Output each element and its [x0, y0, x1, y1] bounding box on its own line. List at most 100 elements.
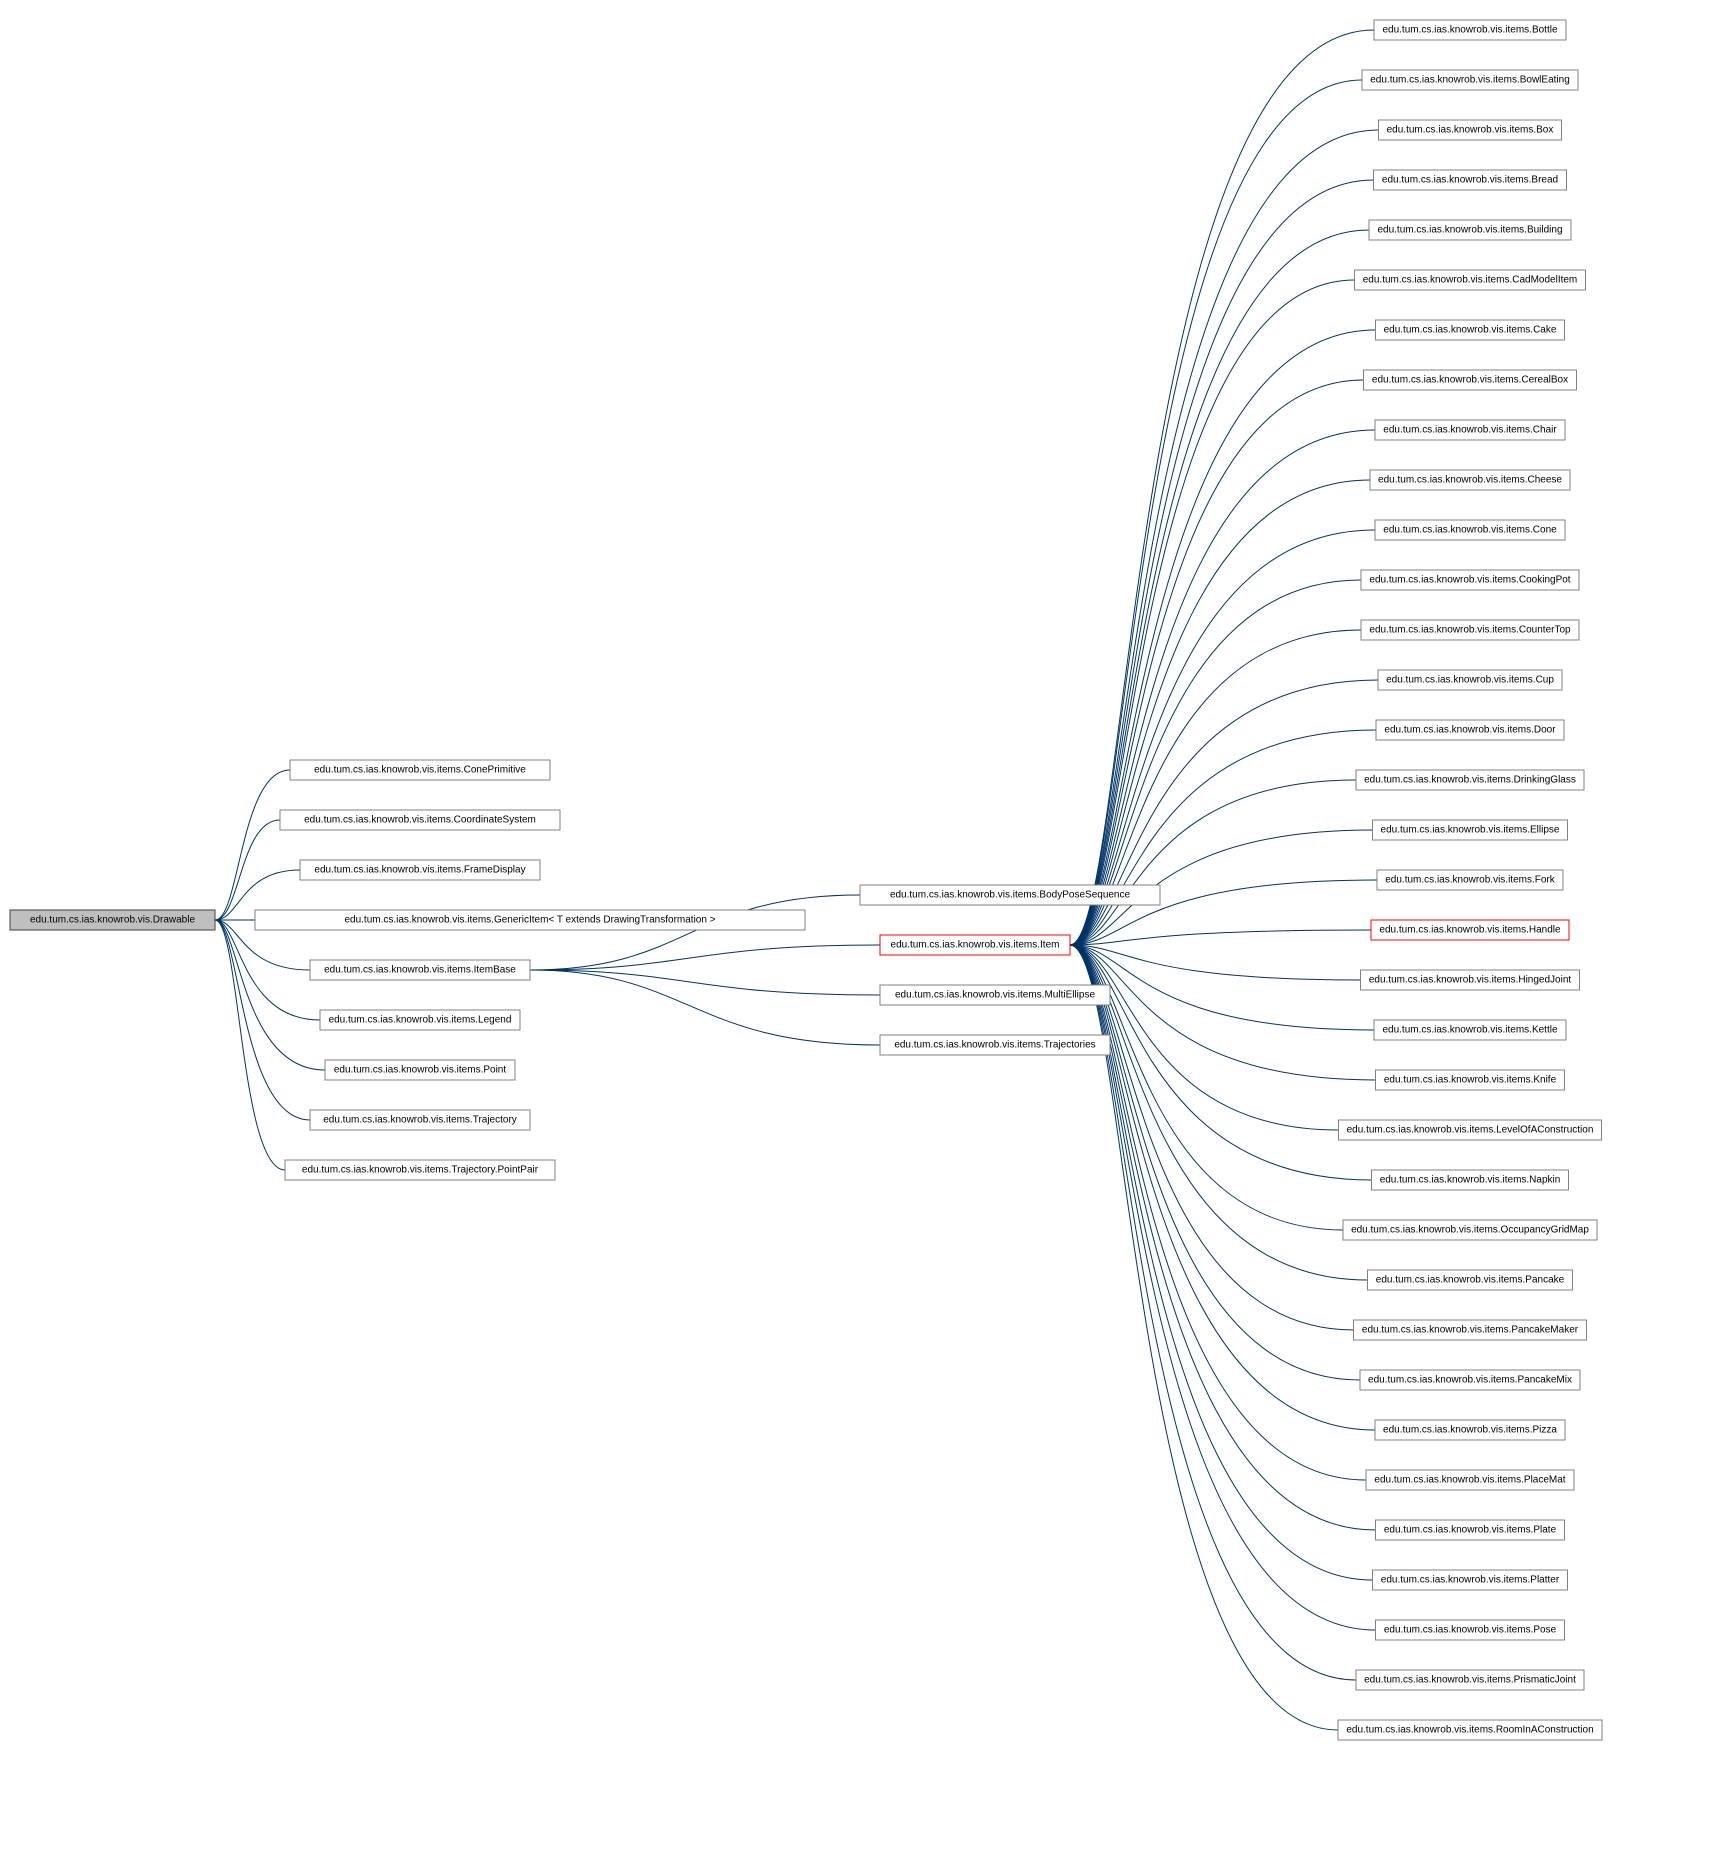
node-label: edu.tum.cs.ias.knowrob.vis.items.Pose — [1384, 1625, 1557, 1636]
node-label: edu.tum.cs.ias.knowrob.vis.items.Bottle — [1382, 25, 1558, 36]
node-pancakemkr[interactable]: edu.tum.cs.ias.knowrob.vis.items.Pancake… — [1354, 1320, 1587, 1340]
edge — [1070, 330, 1376, 945]
edge — [1070, 945, 1354, 1330]
node-generic[interactable]: edu.tum.cs.ias.knowrob.vis.items.Generic… — [255, 910, 805, 930]
node-label: edu.tum.cs.ias.knowrob.vis.items.Prismat… — [1364, 1675, 1576, 1686]
node-frame_disp[interactable]: edu.tum.cs.ias.knowrob.vis.items.FrameDi… — [300, 860, 540, 880]
node-root[interactable]: edu.tum.cs.ias.knowrob.vis.Drawable — [10, 910, 215, 930]
edge — [1070, 80, 1362, 945]
node-plate[interactable]: edu.tum.cs.ias.knowrob.vis.items.Plate — [1376, 1520, 1565, 1540]
edge — [530, 895, 860, 970]
node-fork[interactable]: edu.tum.cs.ias.knowrob.vis.items.Fork — [1377, 870, 1563, 890]
node-label: edu.tum.cs.ias.knowrob.vis.items.Buildin… — [1377, 225, 1562, 236]
node-building[interactable]: edu.tum.cs.ias.knowrob.vis.items.Buildin… — [1369, 220, 1571, 240]
edge — [215, 820, 280, 920]
node-label: edu.tum.cs.ias.knowrob.vis.items.Kettle — [1382, 1025, 1558, 1036]
node-point[interactable]: edu.tum.cs.ias.knowrob.vis.items.Point — [325, 1060, 515, 1080]
node-label: edu.tum.cs.ias.knowrob.vis.items.Point — [334, 1065, 507, 1076]
edge — [530, 945, 880, 970]
node-cone_prim[interactable]: edu.tum.cs.ias.knowrob.vis.items.ConePri… — [290, 760, 550, 780]
node-countertop[interactable]: edu.tum.cs.ias.knowrob.vis.items.Counter… — [1361, 620, 1579, 640]
node-pizza[interactable]: edu.tum.cs.ias.knowrob.vis.items.Pizza — [1375, 1420, 1565, 1440]
edge — [1070, 945, 1361, 980]
node-napkin[interactable]: edu.tum.cs.ias.knowrob.vis.items.Napkin — [1372, 1170, 1569, 1190]
node-pose[interactable]: edu.tum.cs.ias.knowrob.vis.items.Pose — [1376, 1620, 1565, 1640]
node-label: edu.tum.cs.ias.knowrob.vis.items.Pancake… — [1362, 1325, 1579, 1336]
node-traj_pp[interactable]: edu.tum.cs.ias.knowrob.vis.items.Traject… — [285, 1160, 555, 1180]
node-bowl[interactable]: edu.tum.cs.ias.knowrob.vis.items.BowlEat… — [1362, 70, 1578, 90]
edge — [1070, 130, 1379, 945]
node-trajectory[interactable]: edu.tum.cs.ias.knowrob.vis.items.Traject… — [310, 1110, 530, 1130]
node-handle[interactable]: edu.tum.cs.ias.knowrob.vis.items.Handle — [1371, 920, 1569, 940]
edge — [1070, 945, 1376, 1530]
node-coord_sys[interactable]: edu.tum.cs.ias.knowrob.vis.items.Coordin… — [280, 810, 560, 830]
node-label: edu.tum.cs.ias.knowrob.vis.items.CerealB… — [1372, 375, 1568, 386]
node-label: edu.tum.cs.ias.knowrob.vis.items.Traject… — [323, 1115, 517, 1126]
node-door[interactable]: edu.tum.cs.ias.knowrob.vis.items.Door — [1376, 720, 1564, 740]
node-label: edu.tum.cs.ias.knowrob.vis.items.MultiEl… — [895, 990, 1096, 1001]
node-label: edu.tum.cs.ias.knowrob.vis.items.Handle — [1379, 925, 1561, 936]
node-bodypose[interactable]: edu.tum.cs.ias.knowrob.vis.items.BodyPos… — [860, 885, 1160, 905]
node-ellipse[interactable]: edu.tum.cs.ias.knowrob.vis.items.Ellipse — [1373, 820, 1568, 840]
node-occgrid[interactable]: edu.tum.cs.ias.knowrob.vis.items.Occupan… — [1343, 1220, 1597, 1240]
node-multiell[interactable]: edu.tum.cs.ias.knowrob.vis.items.MultiEl… — [880, 985, 1110, 1005]
node-cone[interactable]: edu.tum.cs.ias.knowrob.vis.items.Cone — [1375, 520, 1565, 540]
node-pancakemix[interactable]: edu.tum.cs.ias.knowrob.vis.items.Pancake… — [1360, 1370, 1580, 1390]
node-label: edu.tum.cs.ias.knowrob.vis.items.Box — [1387, 125, 1554, 136]
node-knife[interactable]: edu.tum.cs.ias.knowrob.vis.items.Knife — [1376, 1070, 1565, 1090]
node-bread[interactable]: edu.tum.cs.ias.knowrob.vis.items.Bread — [1374, 170, 1567, 190]
node-prismatic[interactable]: edu.tum.cs.ias.knowrob.vis.items.Prismat… — [1356, 1670, 1584, 1690]
node-bottle[interactable]: edu.tum.cs.ias.knowrob.vis.items.Bottle — [1374, 20, 1566, 40]
node-label: edu.tum.cs.ias.knowrob.vis.items.LevelOf… — [1347, 1125, 1594, 1136]
node-label: edu.tum.cs.ias.knowrob.vis.items.RoomInA… — [1346, 1725, 1593, 1736]
node-label: edu.tum.cs.ias.knowrob.vis.items.BowlEat… — [1370, 75, 1570, 86]
node-label: edu.tum.cs.ias.knowrob.vis.items.Traject… — [302, 1165, 539, 1176]
node-label: edu.tum.cs.ias.knowrob.vis.items.Fork — [1385, 875, 1555, 886]
node-label: edu.tum.cs.ias.knowrob.vis.items.Knife — [1384, 1075, 1557, 1086]
node-label: edu.tum.cs.ias.knowrob.vis.items.Cup — [1386, 675, 1554, 686]
node-platter[interactable]: edu.tum.cs.ias.knowrob.vis.items.Platter — [1373, 1570, 1568, 1590]
node-item[interactable]: edu.tum.cs.ias.knowrob.vis.items.Item — [880, 935, 1070, 955]
node-label: edu.tum.cs.ias.knowrob.vis.items.Item — [891, 940, 1060, 951]
node-label: edu.tum.cs.ias.knowrob.vis.Drawable — [30, 915, 196, 926]
edge — [215, 920, 325, 1070]
inheritance-diagram: edu.tum.cs.ias.knowrob.vis.Drawable edu.t… — [0, 0, 1715, 1853]
node-roomcon[interactable]: edu.tum.cs.ias.knowrob.vis.items.RoomInA… — [1338, 1720, 1602, 1740]
node-label: edu.tum.cs.ias.knowrob.vis.items.Pizza — [1383, 1425, 1557, 1436]
node-box[interactable]: edu.tum.cs.ias.knowrob.vis.items.Box — [1379, 120, 1562, 140]
edge — [1070, 730, 1376, 945]
node-label: edu.tum.cs.ias.knowrob.vis.items.FrameDi… — [314, 865, 525, 876]
node-label: edu.tum.cs.ias.knowrob.vis.items.Bread — [1382, 175, 1558, 186]
node-hinged[interactable]: edu.tum.cs.ias.knowrob.vis.items.HingedJ… — [1361, 970, 1580, 990]
node-label: edu.tum.cs.ias.knowrob.vis.items.Napkin — [1380, 1175, 1561, 1186]
node-legend[interactable]: edu.tum.cs.ias.knowrob.vis.items.Legend — [320, 1010, 520, 1030]
node-label: edu.tum.cs.ias.knowrob.vis.items.Door — [1384, 725, 1556, 736]
node-label: edu.tum.cs.ias.knowrob.vis.items.Cheese — [1378, 475, 1562, 486]
node-label: edu.tum.cs.ias.knowrob.vis.items.Drinkin… — [1364, 775, 1576, 786]
node-cheese[interactable]: edu.tum.cs.ias.knowrob.vis.items.Cheese — [1370, 470, 1570, 490]
edge — [530, 970, 880, 1045]
node-cake[interactable]: edu.tum.cs.ias.knowrob.vis.items.Cake — [1376, 320, 1565, 340]
node-cookingpot[interactable]: edu.tum.cs.ias.knowrob.vis.items.Cooking… — [1361, 570, 1579, 590]
node-cup[interactable]: edu.tum.cs.ias.knowrob.vis.items.Cup — [1378, 670, 1562, 690]
node-label: edu.tum.cs.ias.knowrob.vis.items.Cone — [1383, 525, 1557, 536]
edge — [530, 970, 880, 995]
node-itembase[interactable]: edu.tum.cs.ias.knowrob.vis.items.ItemBas… — [310, 960, 530, 980]
node-drinking[interactable]: edu.tum.cs.ias.knowrob.vis.items.Drinkin… — [1356, 770, 1584, 790]
node-pancake[interactable]: edu.tum.cs.ias.knowrob.vis.items.Pancake — [1368, 1270, 1573, 1290]
node-label: edu.tum.cs.ias.knowrob.vis.items.Pancake — [1376, 1275, 1565, 1286]
node-kettle[interactable]: edu.tum.cs.ias.knowrob.vis.items.Kettle — [1374, 1020, 1566, 1040]
node-label: edu.tum.cs.ias.knowrob.vis.items.Coordin… — [304, 815, 536, 826]
node-label: edu.tum.cs.ias.knowrob.vis.items.Platter — [1381, 1575, 1560, 1586]
edge — [1070, 30, 1374, 945]
node-label: edu.tum.cs.ias.knowrob.vis.items.ConePri… — [314, 765, 526, 776]
node-cadmodel[interactable]: edu.tum.cs.ias.knowrob.vis.items.CadMode… — [1355, 270, 1586, 290]
node-levelcon[interactable]: edu.tum.cs.ias.knowrob.vis.items.LevelOf… — [1339, 1120, 1602, 1140]
node-label: edu.tum.cs.ias.knowrob.vis.items.BodyPos… — [890, 890, 1131, 901]
node-trajectories[interactable]: edu.tum.cs.ias.knowrob.vis.items.Traject… — [880, 1035, 1110, 1055]
node-chair[interactable]: edu.tum.cs.ias.knowrob.vis.items.Chair — [1375, 420, 1565, 440]
node-placemat[interactable]: edu.tum.cs.ias.knowrob.vis.items.PlaceMa… — [1366, 1470, 1574, 1490]
node-cereal[interactable]: edu.tum.cs.ias.knowrob.vis.items.CerealB… — [1364, 370, 1577, 390]
edge — [1070, 945, 1372, 1180]
node-label: edu.tum.cs.ias.knowrob.vis.items.Legend — [329, 1015, 512, 1026]
